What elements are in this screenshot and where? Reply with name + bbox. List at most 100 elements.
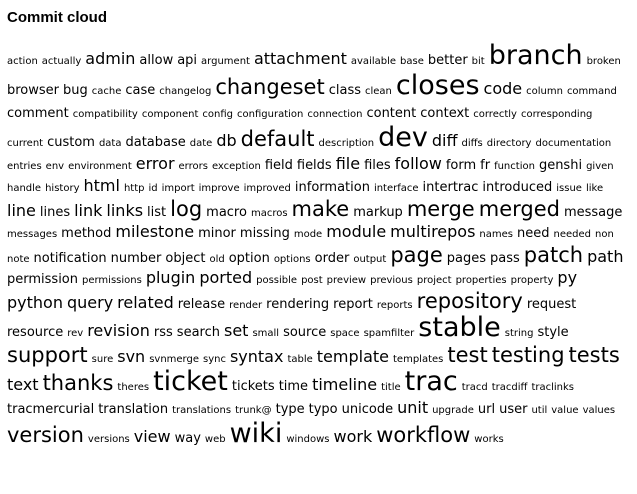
tag-link-allow[interactable]: allow	[139, 53, 174, 68]
tag-link-content[interactable]: content	[366, 106, 417, 121]
tag-link-clean[interactable]: clean	[365, 86, 392, 97]
tag-link-request[interactable]: request	[526, 297, 577, 312]
tag-link-make[interactable]: make	[291, 197, 350, 221]
tag-link-names[interactable]: names	[479, 229, 513, 240]
tag-link-work[interactable]: work	[333, 427, 373, 446]
tag-link-comment[interactable]: comment	[7, 106, 69, 121]
tag-link-api[interactable]: api	[177, 53, 198, 68]
tag-link-source[interactable]: source	[283, 325, 327, 340]
tag-link-cache[interactable]: cache	[91, 86, 122, 97]
tag-link-list[interactable]: list	[147, 205, 167, 220]
tag-link-url[interactable]: url	[477, 402, 496, 417]
tag-link-tracd[interactable]: tracd	[461, 382, 488, 393]
tag-link-rendering[interactable]: rendering	[266, 297, 330, 312]
tag-link-pages[interactable]: pages	[446, 251, 487, 266]
tag-link-workflow[interactable]: workflow	[376, 423, 471, 447]
tag-link-function[interactable]: function	[494, 161, 535, 172]
tag-link-order[interactable]: order	[314, 251, 350, 266]
tag-link-exception[interactable]: exception	[211, 161, 261, 172]
tag-link-configuration[interactable]: configuration	[237, 109, 304, 120]
tag-link-notification[interactable]: notification	[33, 251, 107, 266]
tag-link-data[interactable]: data	[98, 138, 122, 149]
tag-link-dev[interactable]: dev	[378, 122, 428, 153]
tag-link-closes[interactable]: closes	[395, 70, 480, 101]
tag-link-plugin[interactable]: plugin	[145, 268, 196, 287]
tag-link-svnmerge[interactable]: svnmerge	[149, 354, 199, 365]
tag-link-environment[interactable]: environment	[68, 161, 132, 172]
tag-link-need[interactable]: need	[517, 226, 550, 241]
tag-link-information[interactable]: information	[294, 180, 370, 195]
tag-link-theres[interactable]: theres	[117, 382, 150, 393]
tag-link-project[interactable]: project	[416, 275, 452, 286]
tag-link-browser[interactable]: browser	[7, 83, 60, 98]
tag-link-html[interactable]: html	[83, 176, 120, 195]
tag-link-non[interactable]: non	[595, 229, 614, 240]
tag-link-missing[interactable]: missing	[239, 226, 290, 241]
tag-link-case[interactable]: case	[125, 83, 156, 98]
tag-link-py[interactable]: py	[557, 268, 578, 287]
tag-link-testing[interactable]: testing	[491, 343, 565, 367]
tag-link-properties[interactable]: properties	[455, 275, 507, 286]
tag-link-command[interactable]: command	[566, 86, 617, 97]
tag-link-timeline[interactable]: timeline	[312, 375, 378, 394]
tag-link-line[interactable]: line	[7, 201, 36, 220]
tag-link-works[interactable]: works	[474, 434, 504, 445]
tag-link-admin[interactable]: admin	[85, 49, 136, 68]
tag-link-messages[interactable]: messages	[7, 229, 58, 240]
tag-link-way[interactable]: way	[174, 431, 201, 446]
tag-link-unit[interactable]: unit	[397, 398, 429, 417]
tag-link-windows[interactable]: windows	[286, 434, 330, 445]
tag-link-current[interactable]: current	[7, 138, 44, 149]
tag-link-given[interactable]: given	[586, 161, 614, 172]
tag-link-user[interactable]: user	[499, 402, 528, 417]
tag-link-possible[interactable]: possible	[256, 275, 298, 286]
tag-link-custom[interactable]: custom	[47, 135, 95, 150]
tag-link-handle[interactable]: handle	[7, 183, 42, 194]
tag-link-option[interactable]: option	[228, 251, 270, 266]
tag-link-set[interactable]: set	[223, 321, 249, 340]
tag-link-errors[interactable]: errors	[178, 161, 208, 172]
tag-link-post[interactable]: post	[301, 275, 323, 286]
tag-link-trac[interactable]: trac	[404, 366, 458, 397]
tag-link-permission[interactable]: permission	[7, 272, 78, 287]
tag-link-property[interactable]: property	[510, 275, 554, 286]
tag-link-bug[interactable]: bug	[63, 83, 88, 98]
tag-link-render[interactable]: render	[229, 300, 263, 311]
tag-link-view[interactable]: view	[133, 427, 171, 446]
tag-link-syntax[interactable]: syntax	[229, 347, 284, 366]
tag-link-fields[interactable]: fields	[296, 158, 332, 173]
tag-link-config[interactable]: config	[202, 109, 234, 120]
tag-link-base[interactable]: base	[400, 56, 424, 67]
tag-link-preview[interactable]: preview	[326, 275, 367, 286]
tag-link-date[interactable]: date	[189, 138, 213, 149]
tag-link-tickets[interactable]: tickets	[231, 379, 275, 394]
tag-link-web[interactable]: web	[204, 434, 226, 445]
tag-link-tracmercurial[interactable]: tracmercurial	[7, 402, 95, 417]
tag-link-wiki[interactable]: wiki	[229, 418, 283, 449]
tag-link-directory[interactable]: directory	[486, 138, 532, 149]
tag-link-changelog[interactable]: changelog	[159, 86, 212, 97]
tag-link-issue[interactable]: issue	[556, 183, 582, 194]
tag-link-revision[interactable]: revision	[87, 321, 150, 340]
tag-link-documentation[interactable]: documentation	[535, 138, 612, 149]
tag-link-log[interactable]: log	[170, 197, 203, 221]
tag-link-module[interactable]: module	[326, 222, 387, 241]
tag-link-ticket[interactable]: ticket	[153, 366, 228, 397]
tag-link-query[interactable]: query	[66, 293, 114, 312]
tag-link-improved[interactable]: improved	[243, 183, 291, 194]
tag-link-small[interactable]: small	[252, 328, 280, 339]
tag-link-merged[interactable]: merged	[478, 197, 560, 221]
tag-link-minor[interactable]: minor	[198, 226, 236, 241]
tag-link-column[interactable]: column	[526, 86, 563, 97]
tag-link-context[interactable]: context	[420, 106, 470, 121]
tag-link-string[interactable]: string	[504, 328, 534, 339]
tag-link-files[interactable]: files	[364, 158, 391, 173]
tag-link-spamfilter[interactable]: spamfilter	[363, 328, 415, 339]
tag-link-merge[interactable]: merge	[406, 197, 475, 221]
tag-link-note[interactable]: note	[7, 254, 30, 265]
tag-link-pass[interactable]: pass	[490, 251, 520, 266]
tag-link-connection[interactable]: connection	[307, 109, 363, 120]
tag-link-diff[interactable]: diff	[431, 131, 458, 150]
tag-link-better[interactable]: better	[427, 53, 468, 68]
tag-link-translations[interactable]: translations	[172, 405, 232, 416]
